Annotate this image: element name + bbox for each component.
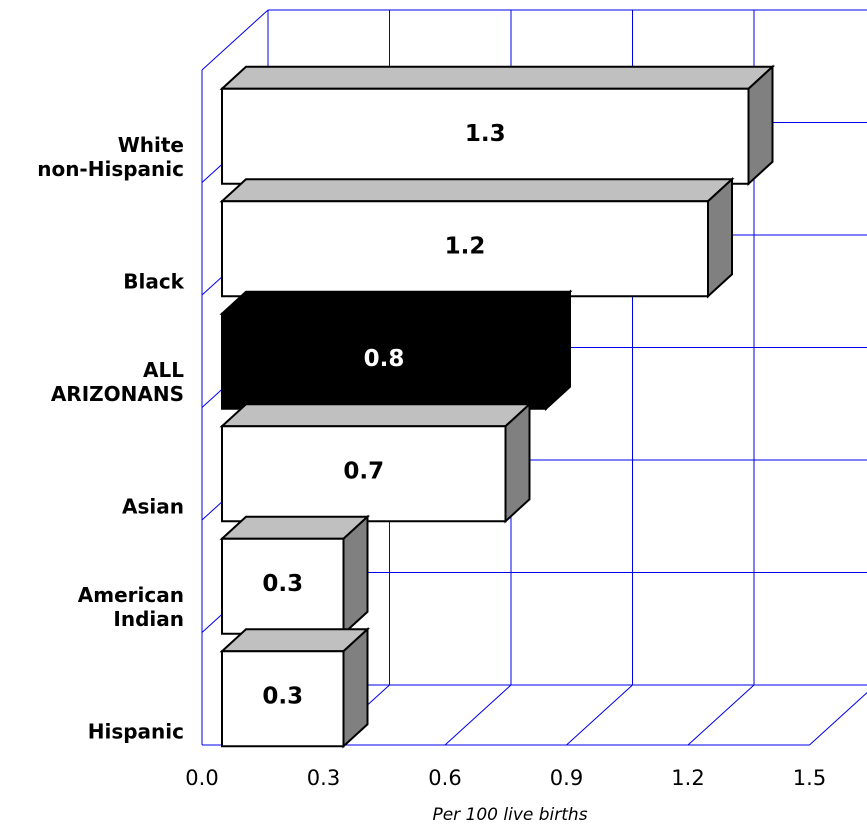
bar: 1.2 <box>219 176 735 299</box>
x-tick-label: 0.3 <box>307 766 340 790</box>
bar-side <box>707 176 733 299</box>
bar-face <box>221 425 507 523</box>
bar-value-label: 0.3 <box>262 571 303 597</box>
bar-face <box>221 650 345 748</box>
x-tick-label: 1.5 <box>793 766 826 790</box>
category-label-line: ARIZONANS <box>51 382 184 406</box>
bar-value-label: 1.3 <box>465 121 506 147</box>
bar-side <box>342 514 369 637</box>
bar-value-label: 0.7 <box>343 458 384 484</box>
category-label-line: White <box>118 133 184 157</box>
grid-line <box>687 684 755 746</box>
bar-side <box>504 401 531 524</box>
bar-side <box>545 289 571 412</box>
category-label-line: ALL <box>143 358 184 382</box>
x-tick-label: 0.0 <box>185 766 218 790</box>
category-label: White non-Hispanic <box>37 133 184 181</box>
grid-line <box>201 9 269 71</box>
x-tick-label: 0.6 <box>428 766 461 790</box>
grid-line <box>809 692 867 746</box>
bar-top <box>219 178 735 203</box>
bar-top <box>219 65 776 90</box>
bar-value-label: 0.8 <box>364 346 405 372</box>
bar: 1.3 <box>219 64 776 187</box>
category-label: ALL ARIZONANS <box>51 358 184 406</box>
bar: 0.3 <box>219 514 371 637</box>
category-label-line: non-Hispanic <box>37 157 184 181</box>
bar-face <box>221 537 345 635</box>
category-label: American Indian <box>78 583 184 631</box>
category-label: Black <box>123 269 184 293</box>
bar-value-label: 0.3 <box>262 683 303 709</box>
grid-line <box>444 684 512 746</box>
category-label-line: Indian <box>113 607 184 631</box>
bar-value-label: 1.2 <box>445 233 486 259</box>
category-labels: White non-Hispanic Black ALL ARIZONANS Asian A… <box>37 133 184 744</box>
bar-side <box>342 626 369 749</box>
chart-bars: 1.3 1.2 0.8 0.7 0.3 0.3 <box>219 64 776 749</box>
bar: 0.3 <box>219 626 371 749</box>
x-tick-label: 0.9 <box>550 766 583 790</box>
grid-line <box>566 684 633 746</box>
category-label: Hispanic <box>88 719 184 743</box>
x-axis-ticks: 0.0 0.3 0.6 0.9 1.2 1.5 <box>185 766 826 790</box>
category-label-line: American <box>78 583 184 607</box>
category-label-line: Hispanic <box>88 719 184 743</box>
category-label-line: Black <box>123 269 184 293</box>
bar-face <box>221 87 750 185</box>
x-axis-label: Per 100 live births <box>432 805 587 825</box>
bar-top <box>219 290 573 315</box>
bar: 0.8 <box>219 289 573 412</box>
x-tick-label: 1.2 <box>671 766 704 790</box>
category-label: Asian <box>122 494 184 518</box>
bar-side <box>747 64 774 187</box>
category-label-line: Asian <box>122 494 184 518</box>
bar: 0.7 <box>219 401 533 524</box>
bar-top <box>219 403 533 428</box>
